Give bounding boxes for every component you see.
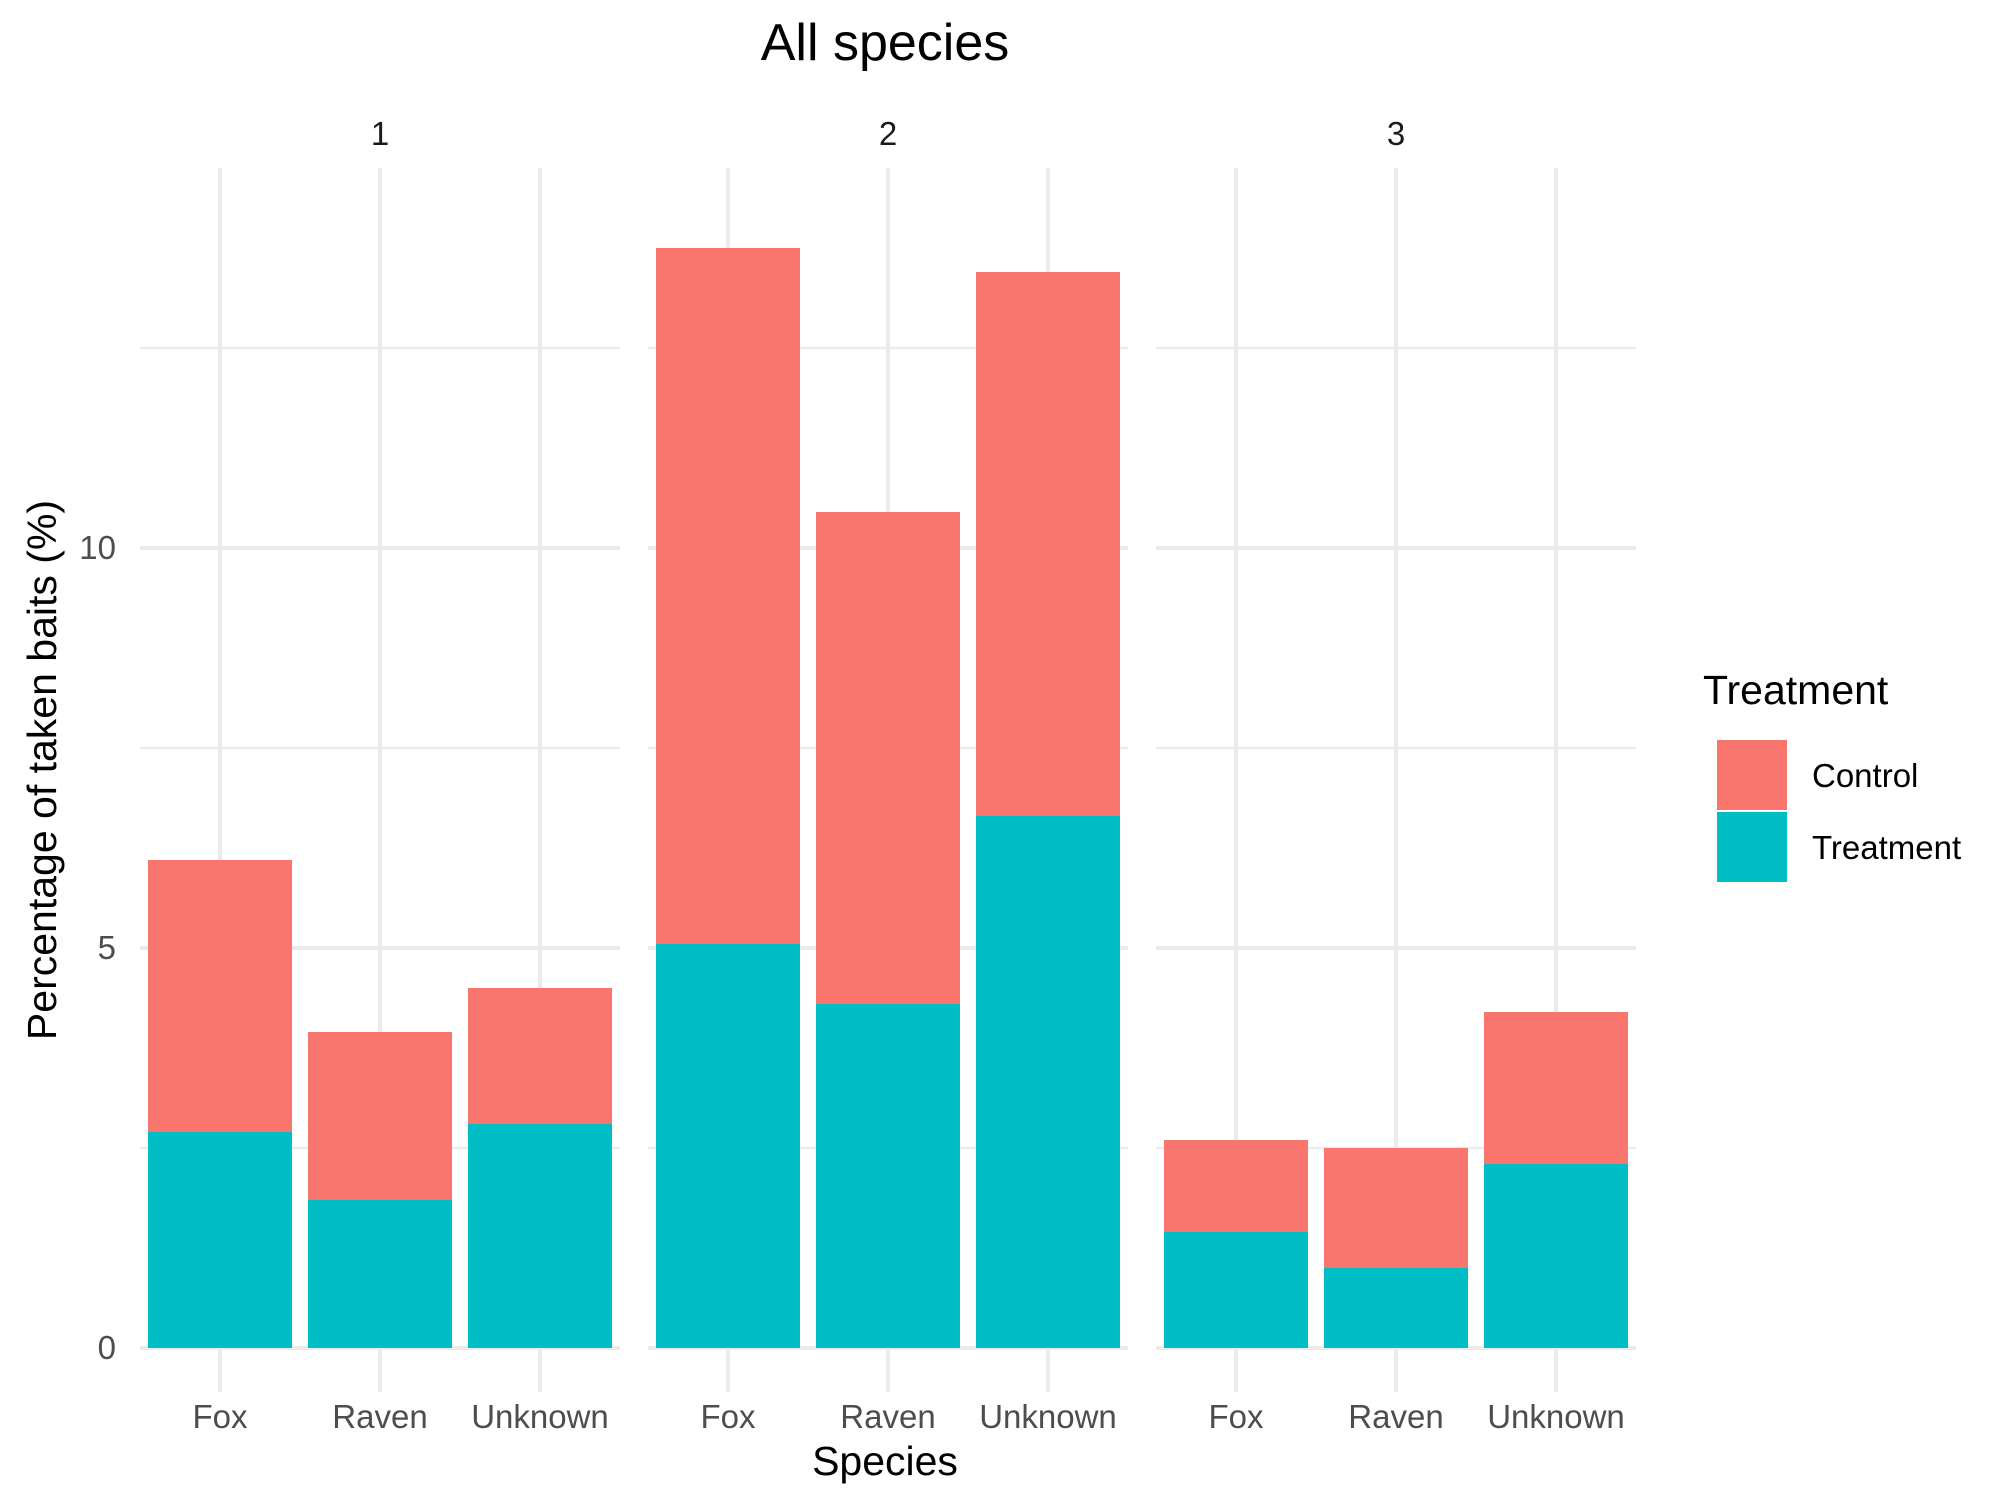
legend: Treatment Control Treatment — [1703, 667, 1961, 882]
bar-panel-2-unknown-treatment — [976, 816, 1120, 1348]
bar-panel-2-raven-treatment — [816, 1004, 960, 1348]
facet-panels: Fox Raven Unknown 1 Fox Raven Unknown 2 Fox Raven… — [79, 115, 1636, 1435]
bar-panel-3-unknown-control — [1484, 1012, 1628, 1164]
bar-panel-2-fox-control — [656, 248, 800, 944]
facet-strip-label-1: 1 — [371, 115, 389, 152]
bar-panel-1-fox-control — [148, 860, 292, 1132]
x-tick-label-panel-1-raven: Raven — [332, 1398, 427, 1435]
facet-strip-label-2: 2 — [879, 115, 897, 152]
y-tick-label-0: 0 — [98, 1329, 116, 1366]
bar-panel-3-raven-control — [1324, 1148, 1468, 1268]
legend-label-control: Control — [1812, 757, 1918, 794]
x-tick-label-panel-3-raven: Raven — [1348, 1398, 1443, 1435]
bar-panel-1-unknown-control — [468, 988, 612, 1124]
bar-panel-3-unknown-treatment — [1484, 1164, 1628, 1348]
facet-strip-label-3: 3 — [1387, 115, 1405, 152]
bar-panel-3-raven-treatment — [1324, 1268, 1468, 1348]
x-tick-label-panel-3-fox: Fox — [1208, 1398, 1264, 1435]
bar-panel-2-raven-control — [816, 512, 960, 1004]
x-tick-label-panel-1-fox: Fox — [192, 1398, 248, 1435]
bar-panel-1-raven-treatment — [308, 1200, 452, 1348]
x-tick-label-panel-1-unknown: Unknown — [471, 1398, 609, 1435]
y-axis-title: Percentage of taken baits (%) — [19, 500, 65, 1040]
x-axis-title: Species — [812, 1438, 958, 1484]
bar-panel-3-fox-control — [1164, 1140, 1308, 1232]
legend-key-treatment — [1717, 812, 1787, 882]
legend-label-treatment: Treatment — [1812, 829, 1961, 866]
bar-panel-1-unknown-treatment — [468, 1124, 612, 1348]
bar-panel-3-fox-treatment — [1164, 1232, 1308, 1348]
x-tick-label-panel-2-unknown: Unknown — [979, 1398, 1117, 1435]
x-tick-label-panel-3-unknown: Unknown — [1487, 1398, 1625, 1435]
y-tick-label-5: 5 — [98, 929, 116, 966]
bar-panel-2-fox-treatment — [656, 944, 800, 1348]
bar-panel-2-unknown-control — [976, 272, 1120, 816]
chart-title: All species — [761, 14, 1010, 72]
bar-panel-1-raven-control — [308, 1032, 452, 1200]
x-tick-label-panel-2-fox: Fox — [700, 1398, 756, 1435]
y-tick-label-10: 10 — [79, 529, 116, 566]
bar-panel-1-fox-treatment — [148, 1132, 292, 1348]
legend-title: Treatment — [1703, 667, 1889, 713]
legend-key-control — [1717, 740, 1787, 810]
x-tick-label-panel-2-raven: Raven — [840, 1398, 935, 1435]
